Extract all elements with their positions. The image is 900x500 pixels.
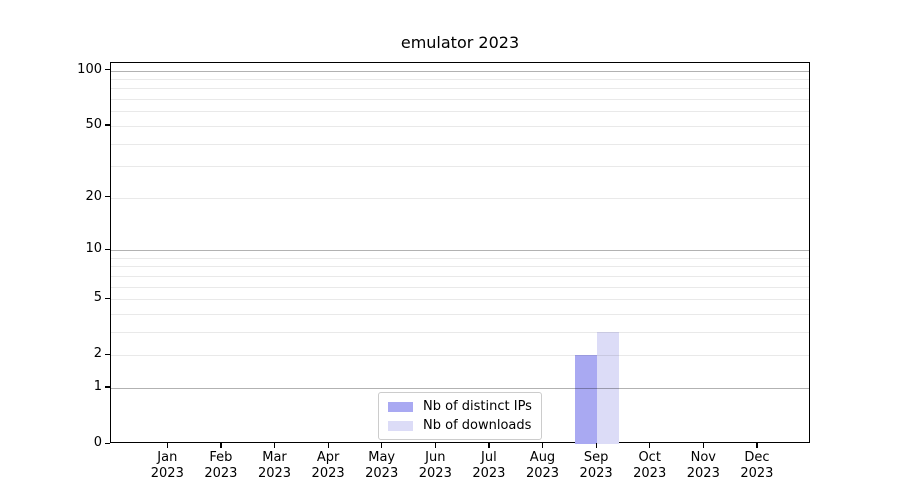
y-tick — [105, 124, 110, 126]
x-tick-label-year: 2023 — [204, 466, 238, 481]
major-gridline — [111, 387, 809, 389]
x-tick-label-year: 2023 — [525, 466, 560, 481]
x-tick — [595, 443, 597, 448]
y-tick — [105, 297, 110, 299]
bar-distinct-ips — [575, 355, 598, 444]
x-tick — [274, 443, 276, 448]
y-tick — [105, 69, 110, 71]
chart-title: emulator 2023 — [400, 33, 520, 52]
y-tick — [105, 386, 110, 388]
minor-gridline — [111, 99, 809, 101]
x-tick-label-year: 2023 — [150, 466, 184, 481]
plot-area — [110, 62, 810, 444]
x-tick-label-month: Sep — [583, 450, 609, 465]
grid-layer — [111, 63, 809, 442]
x-tick-label-month: Mar — [262, 450, 287, 465]
y-tick-label: 20 — [85, 188, 102, 204]
legend-row: Nb of distinct IPs — [388, 399, 532, 414]
minor-gridline — [111, 275, 809, 277]
x-tick-label-year: 2023 — [418, 466, 452, 481]
bar-downloads — [597, 331, 620, 444]
minor-gridline — [111, 143, 809, 145]
legend-swatch-downloads — [388, 420, 413, 431]
x-tick — [327, 443, 329, 448]
x-tick-label: Mar 2023 — [243, 450, 307, 482]
x-tick-label-month: Feb — [209, 450, 233, 465]
x-tick — [488, 443, 490, 448]
y-tick — [105, 442, 110, 444]
y-tick-label: 2 — [93, 346, 102, 362]
x-tick-label: Oct 2023 — [618, 450, 682, 482]
bars-layer — [111, 63, 809, 444]
y-tick — [105, 353, 110, 355]
minor-gridline — [111, 286, 809, 288]
x-tick-label-year: 2023 — [472, 466, 506, 481]
minor-gridline — [111, 266, 809, 268]
x-tick-label-month: Jul — [481, 450, 497, 465]
legend-swatch-distinct-ips — [388, 401, 413, 412]
x-tick — [702, 443, 704, 448]
y-tick-label: 100 — [77, 61, 102, 77]
y-tick-label: 50 — [85, 116, 102, 132]
minor-gridline — [111, 79, 809, 81]
x-tick-label-month: Jun — [425, 450, 446, 465]
x-tick — [542, 443, 544, 448]
y-tick-label: 10 — [85, 241, 102, 256]
legend-row: Nb of downloads — [388, 418, 532, 433]
y-tick-label: 5 — [93, 290, 102, 306]
y-tick-label: 0 — [93, 435, 102, 450]
minor-gridline — [111, 88, 809, 90]
minor-gridline — [111, 299, 809, 301]
minor-gridline — [111, 111, 809, 113]
x-tick-label-year: 2023 — [579, 466, 613, 481]
x-tick — [381, 443, 383, 448]
legend-label: Nb of distinct IPs — [423, 399, 532, 414]
x-tick-label-year: 2023 — [257, 466, 292, 481]
x-tick — [434, 443, 436, 448]
x-tick-label-month: May — [368, 450, 396, 465]
x-tick-label-year: 2023 — [365, 466, 399, 481]
y-tick-label: 1 — [93, 378, 102, 394]
x-tick — [220, 443, 222, 448]
minor-gridline — [111, 355, 809, 357]
major-gridline — [111, 70, 809, 72]
x-tick-label: Aug 2023 — [511, 450, 575, 482]
x-tick-label: Jun 2023 — [403, 450, 467, 482]
minor-gridline — [111, 125, 809, 127]
x-tick-label: Dec 2023 — [725, 450, 789, 482]
x-tick — [649, 443, 651, 448]
x-tick-label-month: Nov — [690, 450, 716, 465]
x-tick-label: Feb 2023 — [189, 450, 253, 482]
x-tick-label: Jul 2023 — [457, 450, 521, 482]
minor-gridline — [111, 166, 809, 168]
x-tick-label-month: Apr — [316, 450, 340, 465]
y-tick — [105, 248, 110, 250]
x-tick — [166, 443, 168, 448]
x-tick-label: Jan 2023 — [135, 450, 199, 482]
minor-gridline — [111, 313, 809, 315]
major-gridline — [111, 250, 809, 251]
legend-label: Nb of downloads — [423, 418, 532, 433]
x-tick-label-year: 2023 — [633, 466, 667, 481]
x-tick-label-year: 2023 — [740, 466, 774, 481]
x-tick-label: Sep 2023 — [564, 450, 628, 482]
x-tick-label-year: 2023 — [311, 466, 345, 481]
x-tick-label: May 2023 — [350, 450, 414, 482]
x-tick — [756, 443, 758, 448]
x-tick-label-month: Dec — [744, 450, 770, 465]
y-tick — [105, 196, 110, 198]
minor-gridline — [111, 197, 809, 199]
x-tick-label-month: Aug — [529, 450, 556, 465]
x-tick-label-year: 2023 — [686, 466, 720, 481]
legend: Nb of distinct IPs Nb of downloads — [378, 392, 542, 440]
x-tick-label: Nov 2023 — [671, 450, 735, 482]
x-tick-label: Apr 2023 — [296, 450, 360, 482]
minor-gridline — [111, 331, 809, 333]
minor-gridline — [111, 257, 809, 259]
x-tick-label-month: Jan — [157, 450, 178, 465]
x-tick-label-month: Oct — [638, 450, 661, 465]
